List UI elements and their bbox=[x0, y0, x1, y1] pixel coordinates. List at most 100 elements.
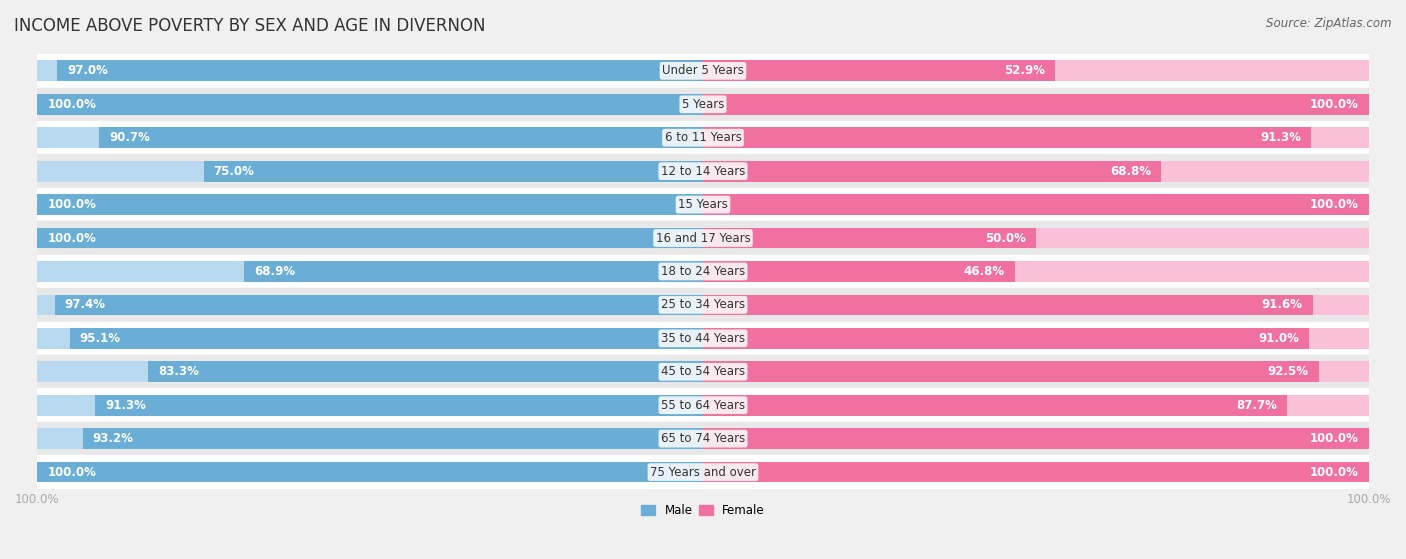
Bar bbox=[703, 194, 1369, 215]
Text: 91.3%: 91.3% bbox=[1260, 131, 1301, 144]
Bar bbox=[37, 288, 1369, 321]
Bar bbox=[37, 228, 703, 248]
Text: 100.0%: 100.0% bbox=[48, 231, 96, 244]
Bar bbox=[100, 127, 703, 148]
Text: 92.5%: 92.5% bbox=[1268, 365, 1309, 378]
Bar bbox=[37, 261, 703, 282]
Bar bbox=[37, 94, 703, 115]
Bar bbox=[703, 127, 1310, 148]
Bar bbox=[70, 328, 703, 349]
Text: 95.1%: 95.1% bbox=[80, 332, 121, 345]
Bar bbox=[703, 161, 1161, 182]
Text: 100.0%: 100.0% bbox=[1310, 198, 1358, 211]
Bar bbox=[55, 295, 703, 315]
Text: INCOME ABOVE POVERTY BY SEX AND AGE IN DIVERNON: INCOME ABOVE POVERTY BY SEX AND AGE IN D… bbox=[14, 17, 485, 35]
Text: 83.3%: 83.3% bbox=[159, 365, 200, 378]
Bar bbox=[703, 261, 1015, 282]
Bar bbox=[37, 228, 703, 248]
Text: 97.0%: 97.0% bbox=[67, 64, 108, 77]
Bar bbox=[83, 428, 703, 449]
Bar bbox=[703, 60, 1369, 81]
Bar bbox=[37, 355, 1369, 389]
Bar bbox=[37, 161, 703, 182]
Bar bbox=[149, 362, 703, 382]
Bar bbox=[703, 228, 1036, 248]
Bar bbox=[37, 462, 703, 482]
Bar bbox=[58, 60, 703, 81]
Text: 97.4%: 97.4% bbox=[65, 299, 105, 311]
Text: 68.8%: 68.8% bbox=[1109, 165, 1152, 178]
Bar bbox=[703, 127, 1369, 148]
Legend: Male, Female: Male, Female bbox=[637, 500, 769, 522]
Text: Source: ZipAtlas.com: Source: ZipAtlas.com bbox=[1267, 17, 1392, 30]
Text: 46.8%: 46.8% bbox=[963, 265, 1004, 278]
Bar bbox=[37, 255, 1369, 288]
Bar bbox=[703, 428, 1369, 449]
Bar bbox=[703, 161, 1369, 182]
Bar bbox=[703, 328, 1369, 349]
Bar bbox=[37, 194, 703, 215]
Text: 100.0%: 100.0% bbox=[48, 466, 96, 479]
Text: 5 Years: 5 Years bbox=[682, 98, 724, 111]
Text: 65 to 74 Years: 65 to 74 Years bbox=[661, 432, 745, 445]
Bar bbox=[703, 94, 1369, 115]
Bar bbox=[37, 188, 1369, 221]
Bar bbox=[37, 462, 703, 482]
Text: 90.7%: 90.7% bbox=[110, 131, 150, 144]
Bar bbox=[37, 54, 1369, 88]
Bar bbox=[37, 221, 1369, 255]
Text: 100.0%: 100.0% bbox=[1310, 432, 1358, 445]
Bar bbox=[703, 395, 1286, 415]
Bar bbox=[37, 60, 703, 81]
Text: 68.9%: 68.9% bbox=[254, 265, 295, 278]
Text: Under 5 Years: Under 5 Years bbox=[662, 64, 744, 77]
Text: 93.2%: 93.2% bbox=[93, 432, 134, 445]
Bar bbox=[703, 462, 1369, 482]
Bar bbox=[703, 428, 1369, 449]
Bar bbox=[96, 395, 703, 415]
Bar bbox=[245, 261, 703, 282]
Text: 91.6%: 91.6% bbox=[1261, 299, 1303, 311]
Text: 45 to 54 Years: 45 to 54 Years bbox=[661, 365, 745, 378]
Bar bbox=[37, 362, 703, 382]
Text: 87.7%: 87.7% bbox=[1236, 399, 1277, 412]
Bar bbox=[37, 422, 1369, 456]
Bar bbox=[703, 60, 1054, 81]
Bar bbox=[703, 295, 1369, 315]
Text: 91.0%: 91.0% bbox=[1258, 332, 1299, 345]
Text: 52.9%: 52.9% bbox=[1004, 64, 1045, 77]
Text: 12 to 14 Years: 12 to 14 Years bbox=[661, 165, 745, 178]
Text: 50.0%: 50.0% bbox=[986, 231, 1026, 244]
Bar bbox=[37, 395, 703, 415]
Text: 100.0%: 100.0% bbox=[1310, 466, 1358, 479]
Bar bbox=[703, 395, 1369, 415]
Bar bbox=[703, 362, 1369, 382]
Bar bbox=[37, 94, 703, 115]
Text: 91.3%: 91.3% bbox=[105, 399, 146, 412]
Bar bbox=[703, 228, 1369, 248]
Bar bbox=[703, 194, 1369, 215]
Bar bbox=[703, 328, 1309, 349]
Bar bbox=[703, 295, 1313, 315]
Bar bbox=[37, 154, 1369, 188]
Text: 100.0%: 100.0% bbox=[48, 98, 96, 111]
Bar bbox=[37, 321, 1369, 355]
Bar bbox=[37, 121, 1369, 154]
Bar bbox=[703, 462, 1369, 482]
Bar bbox=[37, 389, 1369, 422]
Bar bbox=[703, 362, 1319, 382]
Bar bbox=[703, 94, 1369, 115]
Text: 55 to 64 Years: 55 to 64 Years bbox=[661, 399, 745, 412]
Bar bbox=[37, 194, 703, 215]
Text: 16 and 17 Years: 16 and 17 Years bbox=[655, 231, 751, 244]
Text: 100.0%: 100.0% bbox=[48, 198, 96, 211]
Text: 75.0%: 75.0% bbox=[214, 165, 254, 178]
Bar bbox=[204, 161, 703, 182]
Bar bbox=[37, 456, 1369, 489]
Text: 35 to 44 Years: 35 to 44 Years bbox=[661, 332, 745, 345]
Bar bbox=[37, 88, 1369, 121]
Text: 100.0%: 100.0% bbox=[1310, 98, 1358, 111]
Text: 6 to 11 Years: 6 to 11 Years bbox=[665, 131, 741, 144]
Text: 18 to 24 Years: 18 to 24 Years bbox=[661, 265, 745, 278]
Bar bbox=[37, 127, 703, 148]
